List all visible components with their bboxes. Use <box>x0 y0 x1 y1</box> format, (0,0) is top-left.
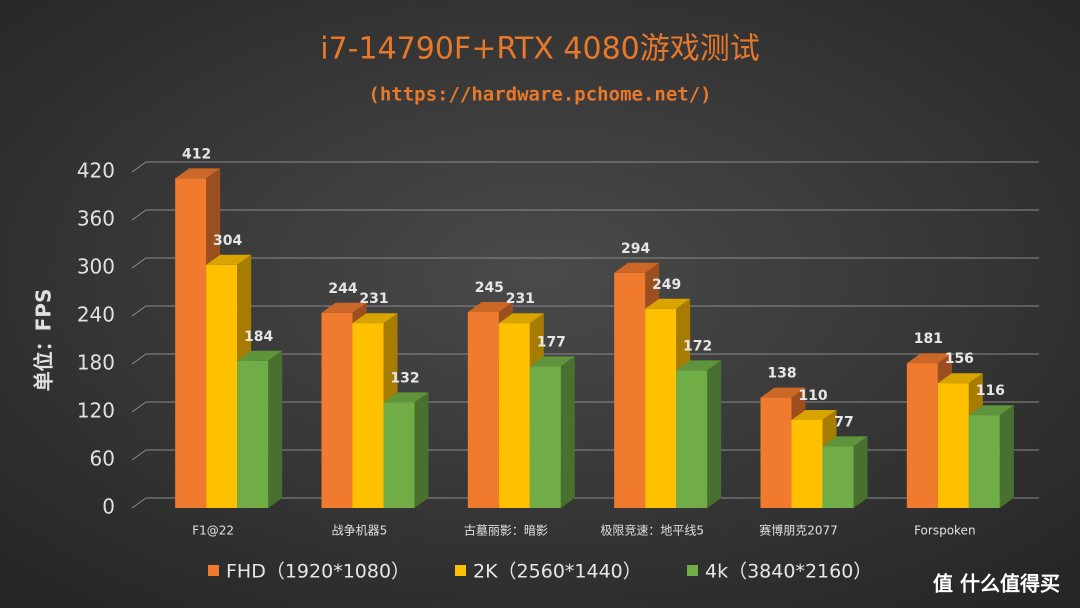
value-label: 177 <box>537 334 566 350</box>
grid-line <box>131 161 1039 173</box>
watermark: 值 什么值得买 <box>933 572 1060 596</box>
bar <box>937 383 969 508</box>
bar <box>467 312 499 508</box>
bar <box>321 312 353 508</box>
bar-top <box>498 313 544 324</box>
value-label: 231 <box>359 291 388 307</box>
value-label: 138 <box>767 366 796 382</box>
bar-side <box>707 360 722 508</box>
bar-side <box>414 392 429 508</box>
bar-top <box>968 405 1014 416</box>
bar <box>175 178 207 508</box>
grid-line <box>131 209 1039 221</box>
bar-top <box>206 254 252 265</box>
bar <box>206 264 238 508</box>
x-tick-label: 赛博朋克2077 <box>759 523 838 538</box>
bar-top <box>791 410 837 420</box>
grid-line <box>131 257 1039 269</box>
bar-top <box>937 373 983 384</box>
value-label: 77 <box>834 414 853 430</box>
legend-marker <box>455 565 466 576</box>
bar <box>760 397 792 508</box>
value-label: 110 <box>798 388 827 404</box>
bar <box>676 370 708 508</box>
bar-top <box>352 313 398 324</box>
value-label: 245 <box>475 280 504 296</box>
value-label: 249 <box>652 277 681 293</box>
value-label: 181 <box>914 331 943 347</box>
bar-top <box>467 302 513 312</box>
y-tick-label: 180 <box>77 351 115 375</box>
y-tick-label: 120 <box>77 399 115 423</box>
grid-line <box>131 353 1039 365</box>
y-tick-label: 60 <box>90 447 115 471</box>
bar-side <box>560 356 575 508</box>
value-label: 116 <box>976 383 1005 399</box>
x-tick-label: 战争机器5 <box>332 524 388 538</box>
bar-top <box>614 262 660 273</box>
bar <box>383 402 415 508</box>
bar-side <box>853 436 868 508</box>
legend-label: FHD（1920*1080） <box>226 561 410 583</box>
bar <box>906 363 938 508</box>
bar <box>237 360 269 508</box>
value-label: 412 <box>182 146 211 162</box>
chart-subtitle: (https://hardware.pchome.net/) <box>368 84 711 106</box>
bar-top <box>676 360 722 371</box>
bar-top <box>760 387 806 398</box>
value-label: 156 <box>945 351 974 367</box>
bar-top <box>321 302 367 313</box>
bar-top <box>529 356 575 367</box>
bar <box>498 323 530 508</box>
grid-line <box>131 497 1039 509</box>
bar <box>791 420 823 508</box>
y-tick-label: 240 <box>77 303 115 327</box>
grid-line <box>131 401 1039 413</box>
y-tick-label: 360 <box>77 207 115 231</box>
y-tick-label: 0 <box>102 495 115 519</box>
value-label: 132 <box>390 370 419 386</box>
value-label: 231 <box>506 291 535 307</box>
legend-marker <box>208 565 219 576</box>
value-label: 294 <box>621 241 650 257</box>
legend-label: 2K（2560*1440） <box>473 561 642 583</box>
value-label: 184 <box>244 329 273 345</box>
x-tick-label: F1@22 <box>192 524 234 538</box>
grid-line <box>131 449 1039 461</box>
chart-title: i7-14790F+RTX 4080游戏测试 <box>320 32 760 67</box>
bar-top <box>906 353 952 364</box>
y-tick-label: 300 <box>77 255 115 279</box>
value-label: 172 <box>683 338 712 354</box>
bar-top <box>645 298 691 309</box>
y-axis-label: 单位：FPS <box>32 289 56 392</box>
bar-top <box>237 350 283 361</box>
bar <box>352 323 384 508</box>
value-label: 304 <box>213 233 242 249</box>
bar-side <box>268 350 283 508</box>
x-tick-label: Forspoken <box>914 524 975 538</box>
bar-top <box>383 392 429 403</box>
bar <box>645 308 677 508</box>
x-tick-label: 极限竞速：地平线5 <box>600 524 704 538</box>
bar-top <box>822 436 868 447</box>
bar <box>614 272 646 508</box>
legend-label: 4k（3840*2160） <box>705 561 872 583</box>
y-tick-label: 420 <box>77 159 115 183</box>
bar-side <box>999 405 1014 508</box>
bar <box>529 366 561 508</box>
x-tick-label: 古墓丽影：暗影 <box>464 523 548 538</box>
grid-line <box>131 305 1039 317</box>
legend-marker <box>687 565 698 576</box>
value-label: 244 <box>328 281 357 297</box>
bar-top <box>175 168 221 179</box>
bar <box>822 446 854 508</box>
bar <box>968 415 1000 508</box>
